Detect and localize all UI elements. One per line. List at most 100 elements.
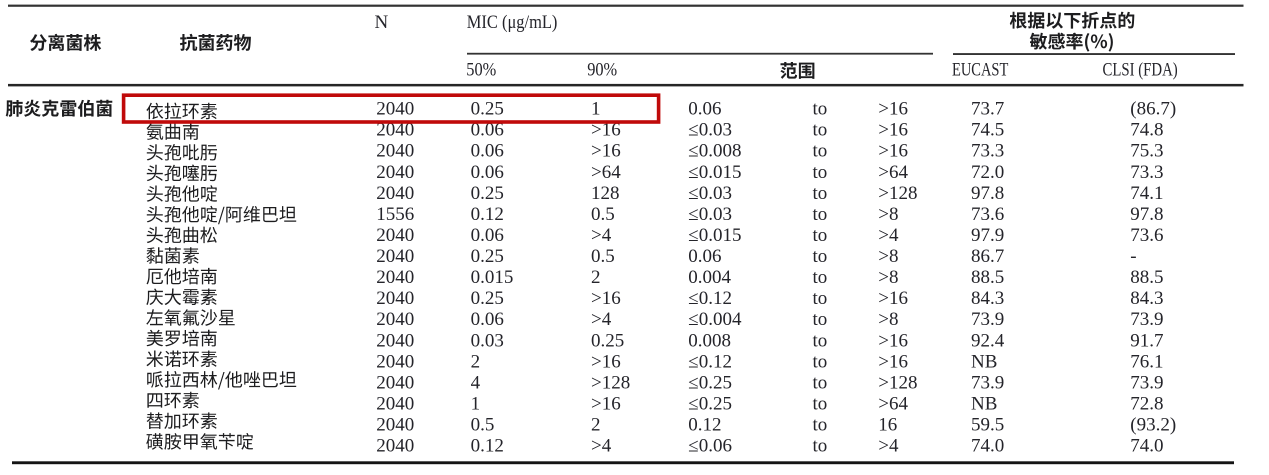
svg-text:>16: >16 — [591, 120, 621, 141]
svg-text:73.7: 73.7 — [971, 99, 1004, 120]
svg-text:86.7: 86.7 — [971, 246, 1004, 267]
svg-text:97.8: 97.8 — [971, 183, 1004, 204]
svg-text:0.06: 0.06 — [688, 246, 721, 267]
svg-text:MIC (μg/mL): MIC (μg/mL) — [467, 12, 558, 33]
svg-text:0.008: 0.008 — [688, 330, 731, 351]
svg-text:0.25: 0.25 — [471, 288, 504, 309]
svg-text:to: to — [813, 246, 828, 267]
svg-text:>64: >64 — [878, 162, 908, 183]
svg-text:16: 16 — [878, 415, 897, 436]
svg-text:73.9: 73.9 — [1130, 309, 1163, 330]
svg-text:128: 128 — [591, 183, 620, 204]
svg-text:NB: NB — [971, 393, 997, 414]
svg-text:4: 4 — [471, 372, 481, 393]
svg-text:>16: >16 — [878, 141, 908, 162]
svg-text:>4: >4 — [878, 436, 899, 457]
svg-text:2040: 2040 — [376, 309, 414, 330]
svg-text:1: 1 — [471, 393, 481, 414]
svg-text:≤0.015: ≤0.015 — [688, 225, 741, 246]
svg-text:0.25: 0.25 — [471, 246, 504, 267]
svg-text:0.06: 0.06 — [471, 120, 504, 141]
svg-text:2040: 2040 — [376, 141, 414, 162]
svg-text:2040: 2040 — [376, 225, 414, 246]
svg-text:-: - — [1130, 246, 1136, 267]
svg-text:≤0.03: ≤0.03 — [688, 183, 732, 204]
svg-text:0.06: 0.06 — [471, 162, 504, 183]
svg-text:2: 2 — [591, 415, 601, 436]
svg-text:>4: >4 — [591, 436, 612, 457]
svg-text:97.8: 97.8 — [1130, 204, 1163, 225]
svg-text:EUCAST: EUCAST — [952, 59, 1009, 80]
svg-text:to: to — [813, 141, 828, 162]
svg-text:≤0.03: ≤0.03 — [688, 204, 732, 225]
svg-text:to: to — [813, 372, 828, 393]
svg-text:73.9: 73.9 — [971, 309, 1004, 330]
svg-text:0.12: 0.12 — [471, 204, 504, 225]
svg-text:72.0: 72.0 — [971, 162, 1004, 183]
svg-text:(93.2): (93.2) — [1130, 415, 1176, 436]
svg-text:to: to — [813, 330, 828, 351]
svg-text:>16: >16 — [878, 288, 908, 309]
svg-text:76.1: 76.1 — [1130, 351, 1163, 372]
svg-text:to: to — [813, 415, 828, 436]
svg-text:>16: >16 — [878, 330, 908, 351]
svg-text:>64: >64 — [878, 393, 908, 414]
svg-text:2040: 2040 — [376, 330, 414, 351]
svg-text:>16: >16 — [591, 351, 621, 372]
svg-text:>16: >16 — [878, 99, 908, 120]
svg-text:to: to — [813, 162, 828, 183]
svg-text:>8: >8 — [878, 246, 898, 267]
svg-text:>64: >64 — [591, 162, 621, 183]
svg-text:74.0: 74.0 — [1130, 436, 1163, 457]
svg-text:74.0: 74.0 — [971, 436, 1004, 457]
svg-text:59.5: 59.5 — [971, 415, 1004, 436]
svg-text:to: to — [813, 204, 828, 225]
svg-text:73.9: 73.9 — [1130, 372, 1163, 393]
svg-text:73.3: 73.3 — [971, 141, 1004, 162]
svg-text:0.25: 0.25 — [591, 330, 624, 351]
svg-text:CLSI (FDA): CLSI (FDA) — [1103, 59, 1178, 80]
svg-text:0.06: 0.06 — [471, 309, 504, 330]
svg-text:0.03: 0.03 — [471, 330, 504, 351]
svg-text:≤0.008: ≤0.008 — [688, 141, 741, 162]
svg-text:≤0.12: ≤0.12 — [688, 351, 732, 372]
svg-text:74.8: 74.8 — [1130, 120, 1163, 141]
svg-text:≤0.004: ≤0.004 — [688, 309, 742, 330]
svg-text:2040: 2040 — [376, 267, 414, 288]
svg-text:to: to — [813, 120, 828, 141]
svg-text:2: 2 — [591, 267, 601, 288]
svg-text:91.7: 91.7 — [1130, 330, 1163, 351]
svg-text:≤0.015: ≤0.015 — [688, 162, 741, 183]
svg-text:to: to — [813, 288, 828, 309]
svg-text:>4: >4 — [878, 225, 899, 246]
svg-text:73.6: 73.6 — [1130, 225, 1163, 246]
svg-text:2040: 2040 — [376, 393, 414, 414]
svg-text:0.12: 0.12 — [688, 415, 721, 436]
svg-text:to: to — [813, 436, 828, 457]
svg-text:>16: >16 — [591, 393, 621, 414]
svg-text:0.06: 0.06 — [471, 225, 504, 246]
svg-text:0.015: 0.015 — [471, 267, 514, 288]
svg-text:0.12: 0.12 — [471, 436, 504, 457]
svg-text:>128: >128 — [878, 183, 917, 204]
svg-text:≤0.03: ≤0.03 — [688, 120, 732, 141]
svg-text:≤0.12: ≤0.12 — [688, 288, 732, 309]
svg-text:2040: 2040 — [376, 288, 414, 309]
svg-text:73.3: 73.3 — [1130, 162, 1163, 183]
svg-text:2: 2 — [471, 351, 481, 372]
svg-text:1: 1 — [591, 99, 601, 120]
svg-text:0.5: 0.5 — [471, 415, 495, 436]
svg-text:>4: >4 — [591, 309, 612, 330]
svg-text:≤0.25: ≤0.25 — [688, 393, 732, 414]
svg-text:2040: 2040 — [376, 372, 414, 393]
svg-text:73.6: 73.6 — [971, 204, 1004, 225]
svg-text:0.004: 0.004 — [688, 267, 731, 288]
svg-text:74.1: 74.1 — [1130, 183, 1163, 204]
svg-text:0.25: 0.25 — [471, 183, 504, 204]
svg-text:>16: >16 — [878, 351, 908, 372]
svg-text:to: to — [813, 309, 828, 330]
svg-text:to: to — [813, 267, 828, 288]
svg-text:(86.7): (86.7) — [1130, 99, 1176, 120]
svg-text:>16: >16 — [878, 120, 908, 141]
svg-text:97.9: 97.9 — [971, 225, 1004, 246]
